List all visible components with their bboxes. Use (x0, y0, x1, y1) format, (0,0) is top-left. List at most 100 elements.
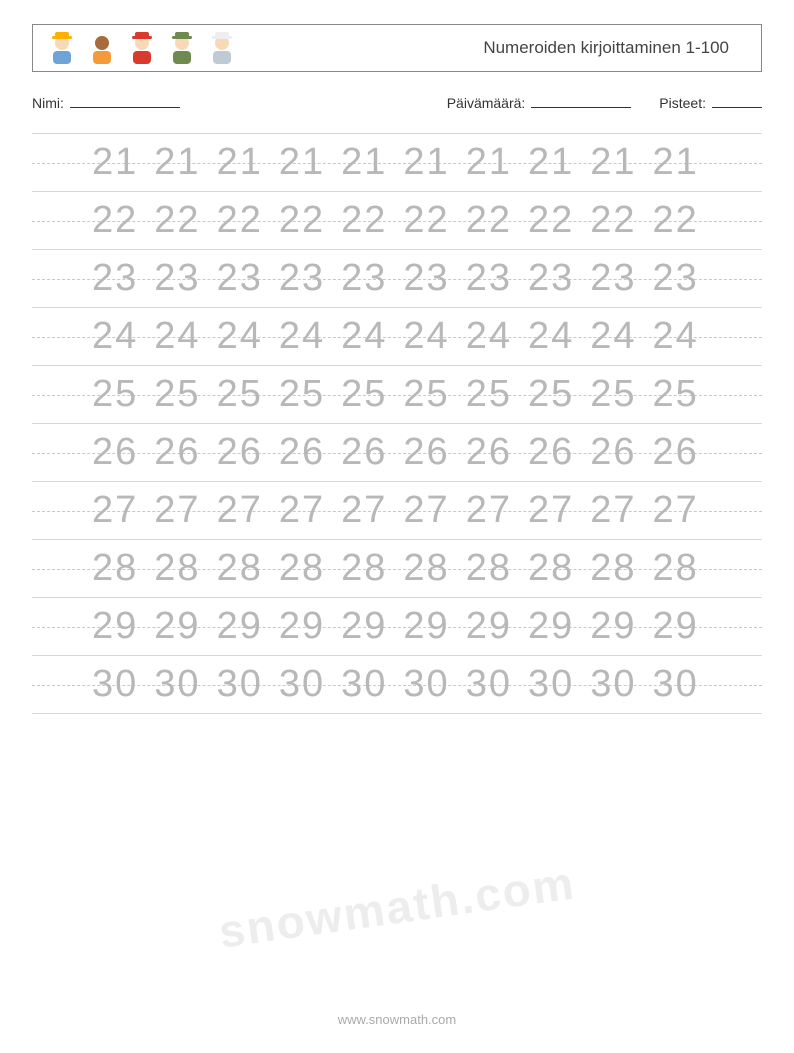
trace-number: 26 (466, 431, 512, 474)
trace-number: 29 (154, 605, 200, 648)
trace-number: 26 (279, 431, 325, 474)
trace-row: 29292929292929292929 (32, 598, 762, 656)
trace-number: 24 (466, 315, 512, 358)
trace-number: 29 (653, 605, 699, 648)
trace-row: 23232323232323232323 (32, 250, 762, 308)
trace-number: 23 (154, 257, 200, 300)
person-construction-icon (47, 31, 77, 65)
trace-number: 28 (590, 547, 636, 590)
trace-number: 22 (590, 199, 636, 242)
meta-row: Nimi: Päivämäärä: Pisteet: (32, 94, 762, 111)
trace-number: 24 (217, 315, 263, 358)
trace-number: 26 (528, 431, 574, 474)
trace-number: 27 (279, 489, 325, 532)
trace-number: 21 (279, 141, 325, 184)
trace-number: 29 (466, 605, 512, 648)
date-label: Päivämäärä: (447, 95, 526, 111)
trace-number: 21 (590, 141, 636, 184)
trace-number: 23 (92, 257, 138, 300)
trace-number: 23 (528, 257, 574, 300)
trace-number: 28 (279, 547, 325, 590)
trace-number: 27 (528, 489, 574, 532)
trace-number: 29 (217, 605, 263, 648)
trace-number: 28 (341, 547, 387, 590)
trace-number: 21 (653, 141, 699, 184)
trace-number: 21 (92, 141, 138, 184)
trace-number: 30 (528, 663, 574, 706)
trace-number: 27 (590, 489, 636, 532)
trace-number: 29 (341, 605, 387, 648)
trace-number: 29 (528, 605, 574, 648)
name-blank[interactable] (70, 94, 180, 108)
trace-number: 26 (653, 431, 699, 474)
trace-number: 28 (466, 547, 512, 590)
trace-number: 27 (403, 489, 449, 532)
date-blank[interactable] (531, 94, 631, 108)
trace-number: 28 (217, 547, 263, 590)
trace-number: 30 (154, 663, 200, 706)
trace-number: 27 (653, 489, 699, 532)
trace-number: 30 (590, 663, 636, 706)
trace-number: 26 (590, 431, 636, 474)
trace-number: 29 (279, 605, 325, 648)
trace-number: 30 (341, 663, 387, 706)
trace-number: 30 (466, 663, 512, 706)
trace-number-group: 28282828282828282828 (92, 547, 699, 590)
trace-number: 21 (341, 141, 387, 184)
score-blank[interactable] (712, 94, 762, 108)
trace-number: 24 (92, 315, 138, 358)
trace-number: 25 (341, 373, 387, 416)
trace-number: 22 (217, 199, 263, 242)
trace-number: 27 (92, 489, 138, 532)
trace-number: 28 (92, 547, 138, 590)
trace-number: 21 (217, 141, 263, 184)
trace-number: 25 (403, 373, 449, 416)
trace-row: 21212121212121212121 (32, 134, 762, 192)
trace-number: 27 (217, 489, 263, 532)
person-orange-icon (87, 31, 117, 65)
trace-number: 30 (403, 663, 449, 706)
trace-number: 24 (403, 315, 449, 358)
person-soldier-icon (167, 31, 197, 65)
trace-row: 26262626262626262626 (32, 424, 762, 482)
trace-number: 25 (466, 373, 512, 416)
trace-number: 28 (653, 547, 699, 590)
trace-number: 24 (279, 315, 325, 358)
trace-number: 22 (528, 199, 574, 242)
trace-number: 24 (154, 315, 200, 358)
trace-number: 27 (466, 489, 512, 532)
trace-row: 22222222222222222222 (32, 192, 762, 250)
person-firefighter-icon (127, 31, 157, 65)
trace-number: 22 (341, 199, 387, 242)
trace-number: 29 (590, 605, 636, 648)
trace-number: 26 (217, 431, 263, 474)
trace-number: 23 (341, 257, 387, 300)
header-box: Numeroiden kirjoittaminen 1-100 (32, 24, 762, 72)
trace-number: 23 (403, 257, 449, 300)
trace-row: 30303030303030303030 (32, 656, 762, 714)
trace-row: 28282828282828282828 (32, 540, 762, 598)
trace-number: 24 (653, 315, 699, 358)
trace-number-group: 21212121212121212121 (92, 141, 699, 184)
trace-number: 27 (341, 489, 387, 532)
trace-number: 23 (653, 257, 699, 300)
trace-number: 25 (154, 373, 200, 416)
trace-number: 25 (590, 373, 636, 416)
trace-number: 21 (528, 141, 574, 184)
trace-number-group: 27 27 27 27 27 27 27 27 27 27 (92, 489, 699, 532)
trace-number: 24 (528, 315, 574, 358)
name-label: Nimi: (32, 95, 64, 111)
trace-number: 21 (466, 141, 512, 184)
trace-number: 22 (653, 199, 699, 242)
trace-number: 27 (154, 489, 200, 532)
trace-row: 24242424242424242424 (32, 308, 762, 366)
trace-number: 23 (217, 257, 263, 300)
watermark: snowmath.com (216, 855, 579, 958)
trace-number-group: 29292929292929292929 (92, 605, 699, 648)
trace-number: 25 (217, 373, 263, 416)
trace-number: 30 (217, 663, 263, 706)
trace-number: 23 (590, 257, 636, 300)
page-title: Numeroiden kirjoittaminen 1-100 (483, 38, 747, 58)
trace-number: 29 (92, 605, 138, 648)
trace-number: 26 (403, 431, 449, 474)
